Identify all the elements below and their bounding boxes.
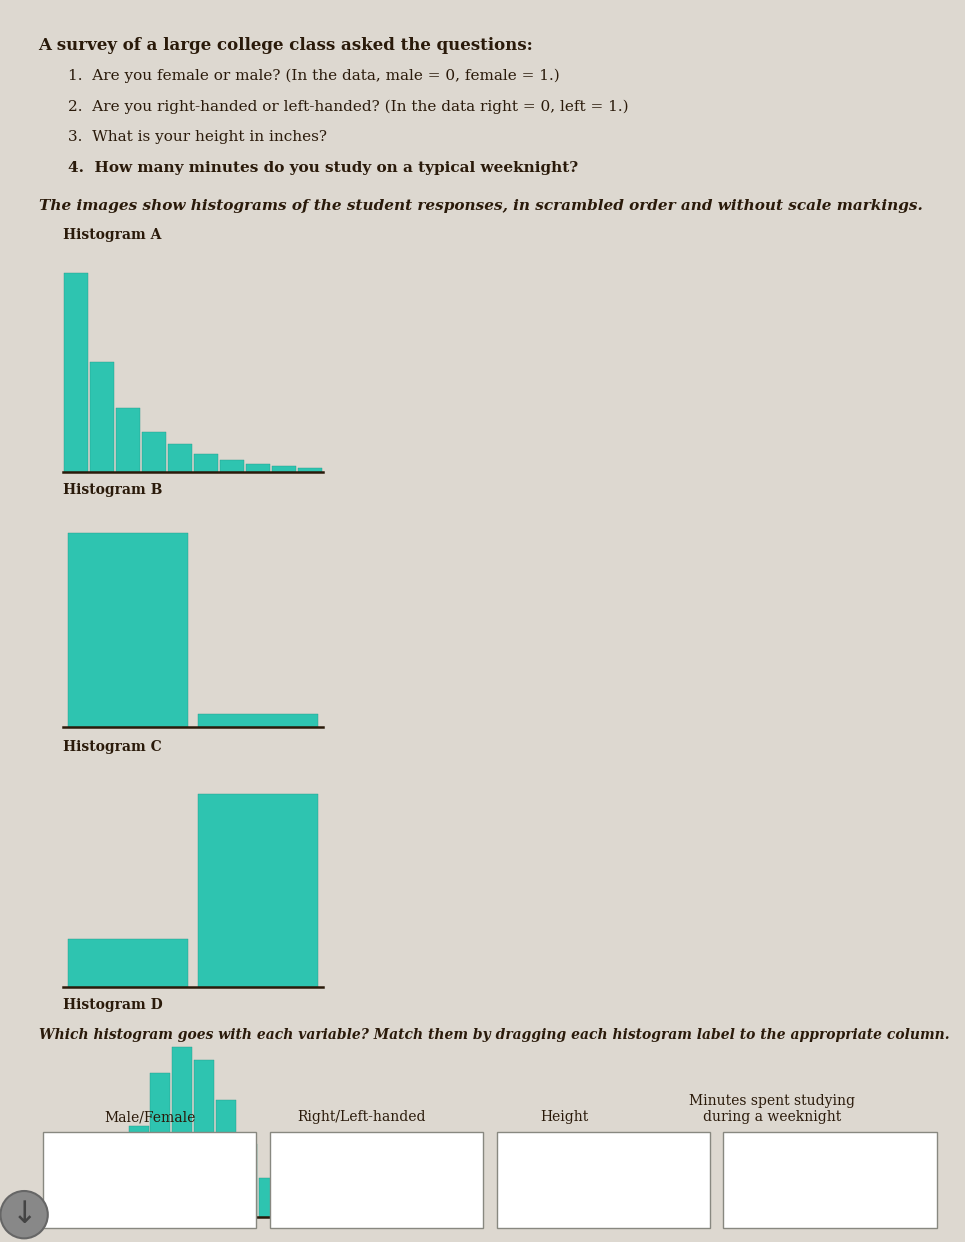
Bar	[215, 1099, 235, 1217]
Text: Histogram A: Histogram A	[63, 229, 161, 242]
Text: Male/Female: Male/Female	[104, 1110, 195, 1124]
Bar	[116, 409, 140, 472]
Text: 4.  How many minutes do you study on a typical weeknight?: 4. How many minutes do you study on a ty…	[68, 161, 578, 175]
Text: 1.  Are you female or male? (In the data, male = 0, female = 1.): 1. Are you female or male? (In the data,…	[68, 68, 560, 83]
Bar	[168, 445, 192, 472]
Bar	[198, 794, 318, 987]
Bar	[270, 1133, 483, 1227]
Bar	[198, 714, 318, 727]
Bar	[724, 1133, 937, 1227]
Bar	[68, 533, 188, 727]
Bar	[298, 468, 322, 472]
Bar	[128, 1125, 149, 1217]
Text: ↓: ↓	[12, 1200, 37, 1230]
Bar	[497, 1133, 710, 1227]
Bar	[237, 1144, 258, 1217]
Bar	[151, 1073, 171, 1217]
Bar	[64, 1210, 84, 1217]
Bar	[107, 1170, 127, 1217]
Bar	[302, 1210, 322, 1217]
Bar	[281, 1199, 301, 1217]
Text: 3.  What is your height in inches?: 3. What is your height in inches?	[68, 130, 326, 144]
Bar	[43, 1133, 257, 1227]
Bar	[194, 455, 218, 472]
Bar	[194, 1061, 214, 1217]
Bar	[259, 1177, 279, 1217]
Text: Histogram C: Histogram C	[63, 740, 161, 754]
Text: Minutes spent studying
during a weeknight: Minutes spent studying during a weeknigh…	[689, 1094, 855, 1124]
Bar	[172, 1047, 192, 1217]
Bar	[64, 273, 88, 472]
Bar	[90, 363, 114, 472]
Text: Right/Left-handed: Right/Left-handed	[297, 1110, 427, 1124]
Bar	[68, 939, 188, 987]
Text: Height: Height	[540, 1110, 589, 1124]
Bar	[272, 466, 296, 472]
Bar	[85, 1196, 105, 1217]
Text: Histogram B: Histogram B	[63, 483, 162, 497]
Bar	[246, 465, 270, 472]
Text: The images show histograms of the student responses, in scrambled order and with: The images show histograms of the studen…	[39, 199, 923, 212]
Bar	[220, 460, 244, 472]
Text: Which histogram goes with each variable? Match them by dragging each histogram l: Which histogram goes with each variable?…	[39, 1028, 950, 1042]
Text: 2.  Are you right-handed or left-handed? (In the data right = 0, left = 1.): 2. Are you right-handed or left-handed? …	[68, 99, 628, 114]
Text: A survey of a large college class asked the questions:: A survey of a large college class asked …	[39, 37, 534, 55]
Text: Histogram D: Histogram D	[63, 999, 162, 1012]
Bar	[142, 432, 166, 472]
